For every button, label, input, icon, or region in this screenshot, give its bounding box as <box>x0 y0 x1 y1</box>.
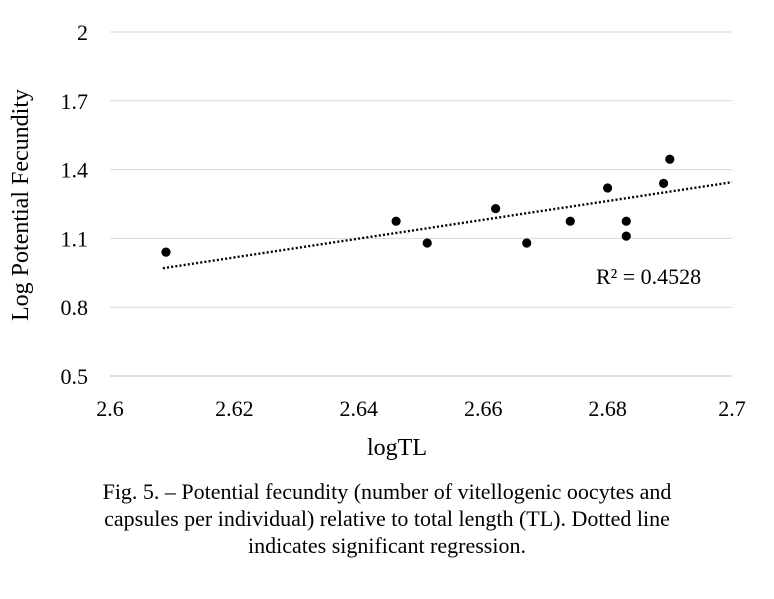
y-tick-label: 2 <box>77 20 88 45</box>
y-tick-label: 1.4 <box>61 158 89 183</box>
x-tick-label: 2.64 <box>340 396 379 421</box>
caption-line-1: Fig. 5. – Potential fecundity (number of… <box>102 479 672 504</box>
x-tick-labels: 2.6 2.62 2.64 2.66 2.68 2.7 <box>96 396 746 421</box>
y-tick-label: 1.7 <box>61 89 89 114</box>
y-tick-label: 1.1 <box>61 226 89 251</box>
x-tick-label: 2.7 <box>718 396 746 421</box>
r-squared-annotation: R² = 0.4528 <box>596 264 701 289</box>
data-point <box>565 216 575 226</box>
figure-caption: Fig. 5. – Potential fecundity (number of… <box>0 478 774 559</box>
trendline-group <box>162 181 733 270</box>
data-point <box>621 231 631 241</box>
y-tick-label: 0.5 <box>61 364 89 389</box>
data-point <box>665 154 675 164</box>
y-tick-labels: 0.5 0.8 1.1 1.4 1.7 2 <box>61 20 89 389</box>
x-axis-title: logTL <box>367 435 427 461</box>
trendline <box>162 181 733 270</box>
scatter-chart: 0.50.81.11.41.72 2.6 2.62 2.64 2.66 2.68 2.7 … <box>8 20 746 461</box>
gridlines <box>110 31 732 377</box>
x-tick-label: 2.6 <box>96 396 124 421</box>
data-point <box>161 247 171 257</box>
y-tick-label: 0.8 <box>61 295 89 320</box>
data-point <box>603 183 613 193</box>
data-points <box>161 154 675 257</box>
data-point <box>422 238 432 248</box>
data-point <box>391 216 401 226</box>
data-point <box>621 216 631 226</box>
data-point <box>658 178 669 188</box>
data-point <box>522 238 532 248</box>
x-tick-label: 2.62 <box>215 396 254 421</box>
caption-line-2: capsules per individual) relative to tot… <box>104 506 670 531</box>
data-point <box>491 203 501 214</box>
x-tick-label: 2.66 <box>464 396 503 421</box>
y-axis-title: Log Potential Fecundity <box>8 89 34 321</box>
x-tick-label: 2.68 <box>588 396 627 421</box>
caption-line-3: indicates significant regression. <box>248 533 526 558</box>
